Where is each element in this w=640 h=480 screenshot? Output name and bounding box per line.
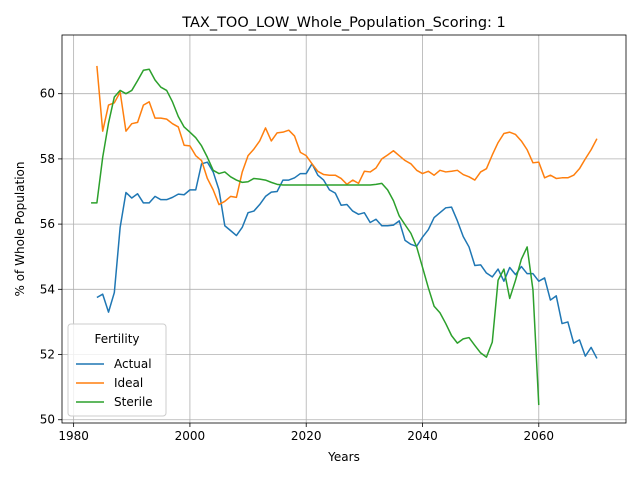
- legend-label-ideal: Ideal: [114, 376, 143, 390]
- series-line-actual: [96, 161, 598, 359]
- legend-box: [67, 323, 167, 417]
- y-tick-label: 56: [40, 217, 55, 231]
- legend-label-actual: Actual: [114, 357, 152, 371]
- y-tick-label: 52: [40, 348, 55, 362]
- y-tick-label: 58: [40, 152, 55, 166]
- series-group: [91, 65, 598, 406]
- x-axis-label: Years: [327, 450, 360, 464]
- legend: Fertility Actual Ideal Sterile: [67, 323, 167, 417]
- legend-items: Actual Ideal Sterile: [76, 357, 153, 409]
- y-tick-label: 50: [40, 413, 55, 427]
- axes-frame: [61, 34, 627, 424]
- series-line-sterile: [91, 68, 540, 406]
- x-tick-label: 2000: [175, 429, 206, 443]
- y-axis-label: % of Whole Population: [13, 162, 27, 297]
- x-tick-label: 1980: [58, 429, 89, 443]
- legend-title: Fertility: [94, 332, 139, 346]
- x-tick-label: 2060: [524, 429, 555, 443]
- x-axis: 1980 2000 2020 2040 2060: [58, 423, 554, 443]
- y-tick-label: 60: [40, 87, 55, 101]
- x-tick-label: 2040: [407, 429, 438, 443]
- y-tick-label: 54: [40, 282, 55, 296]
- y-axis: 50 52 54 56 58 60: [40, 87, 62, 427]
- chart-title: TAX_TOO_LOW_Whole_Population_Scoring: 1: [181, 15, 506, 31]
- x-tick-label: 2020: [291, 429, 322, 443]
- legend-label-sterile: Sterile: [114, 395, 153, 409]
